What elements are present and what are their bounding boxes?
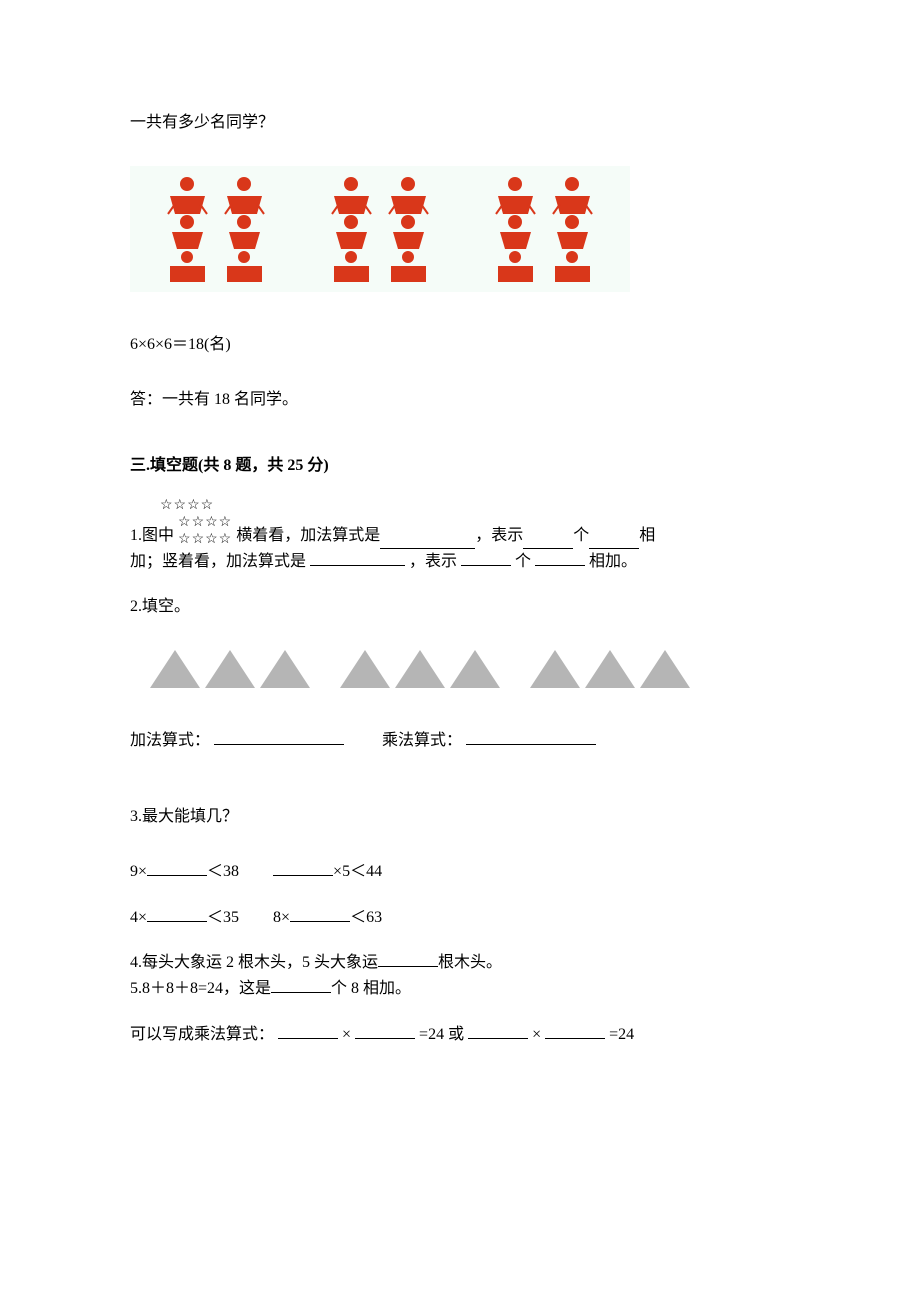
fill-blank[interactable] [589,533,639,549]
q1-text: ，表示 [409,553,457,570]
triangles-illustration [150,650,790,688]
star-row: ☆☆☆☆ [160,498,790,515]
equation-text: 6×6×6＝18(名) [130,332,790,358]
acrobat-illustration [130,166,630,292]
star-rows-shifted: ☆☆☆☆ [130,498,790,515]
q5-text: =24 或 [419,1026,464,1043]
q2-expressions: 加法算式： 乘法算式： [130,728,790,754]
q5-text: × [532,1026,541,1043]
fill-blank[interactable] [545,1023,605,1039]
fill-blank[interactable] [535,550,585,566]
fill-blank[interactable] [461,550,511,566]
q1-text: 加；竖着看，加法算式是 [130,553,306,570]
q1-text: ，表示 [475,523,523,549]
question-intro: 一共有多少名同学？ [130,110,790,136]
q3-text: ＜63 [350,909,382,926]
q1-line1: 1.图中 ☆☆☆☆ ☆☆☆☆ 横着看，加法算式是 ，表示 个 相 [130,515,790,549]
star-block: ☆☆☆☆ ☆☆☆☆ [178,515,232,549]
q5-text: 个 8 相加。 [331,980,411,997]
acrobat-group [160,174,272,284]
fill-blank[interactable] [273,860,333,876]
star-row: ☆☆☆☆ [178,515,232,532]
q5-text: =24 [609,1026,634,1043]
acrobat-icon [545,174,600,284]
q2-mul-label: 乘法算式： [382,732,462,749]
answer-text: 答：一共有 18 名同学。 [130,387,790,413]
q4-line: 4.每头大象运 2 根木头，5 头大象运 根木头。 [130,950,790,976]
q4-text: 根木头。 [438,954,502,971]
acrobat-icon [160,174,215,284]
acrobat-icon [381,174,436,284]
q3-text: ＜38 [207,863,239,880]
triangle-group [340,650,500,688]
fill-blank[interactable] [380,533,475,549]
fill-blank[interactable] [466,729,596,745]
q2-label: 2.填空。 [130,594,790,620]
q1-line2: 加；竖着看，加法算式是 ，表示 个 相加。 [130,549,790,575]
triangle-icon [150,650,200,688]
fill-blank[interactable] [468,1023,528,1039]
star-row: ☆☆☆☆ [178,532,232,549]
q1-text: 相加。 [589,553,637,570]
q5-text: × [342,1026,351,1043]
section-3-title: 三.填空题(共 8 题，共 25 分) [130,453,790,479]
q3-text: ×5＜44 [333,863,382,880]
fill-blank[interactable] [290,906,350,922]
triangle-group [530,650,690,688]
triangle-icon [260,650,310,688]
q5-text: 可以写成乘法算式： [130,1026,274,1043]
q5-line1: 5.8＋8＋8=24，这是 个 8 相加。 [130,976,790,1002]
triangle-icon [640,650,690,688]
acrobat-icon [324,174,379,284]
fill-blank[interactable] [378,951,438,967]
triangle-icon [585,650,635,688]
q3-row2: 4× ＜35 8× ＜63 [130,905,790,931]
q1-text: 横着看，加法算式是 [236,523,380,549]
triangle-group [150,650,310,688]
fill-blank[interactable] [278,1023,338,1039]
q5-line2: 可以写成乘法算式： × =24 或 × =24 [130,1022,790,1048]
q1-prefix: 1.图中 [130,523,174,549]
q3-text: 8× [273,909,290,926]
q3-text: ＜35 [207,909,239,926]
acrobat-group [324,174,436,284]
fill-blank[interactable] [271,977,331,993]
triangle-icon [530,650,580,688]
triangle-icon [450,650,500,688]
acrobat-group [488,174,600,284]
acrobat-icon [217,174,272,284]
q3-text: 9× [130,863,147,880]
fill-blank[interactable] [355,1023,415,1039]
q3-row1: 9× ＜38 ×5＜44 [130,859,790,885]
q3-text: 4× [130,909,147,926]
q2-add-label: 加法算式： [130,732,210,749]
fill-blank[interactable] [214,729,344,745]
acrobat-icon [488,174,543,284]
q1-text: 相 [639,523,655,549]
fill-blank[interactable] [147,906,207,922]
fill-blank[interactable] [523,533,573,549]
triangle-icon [205,650,255,688]
triangle-icon [340,650,390,688]
fill-blank[interactable] [147,860,207,876]
q5-text: 5.8＋8＋8=24，这是 [130,980,271,997]
q1-text: 个 [573,523,589,549]
q1-text: 个 [515,553,531,570]
fill-blank[interactable] [310,550,405,566]
q3-label: 3.最大能填几？ [130,804,790,830]
q4-text: 4.每头大象运 2 根木头，5 头大象运 [130,954,378,971]
triangle-icon [395,650,445,688]
